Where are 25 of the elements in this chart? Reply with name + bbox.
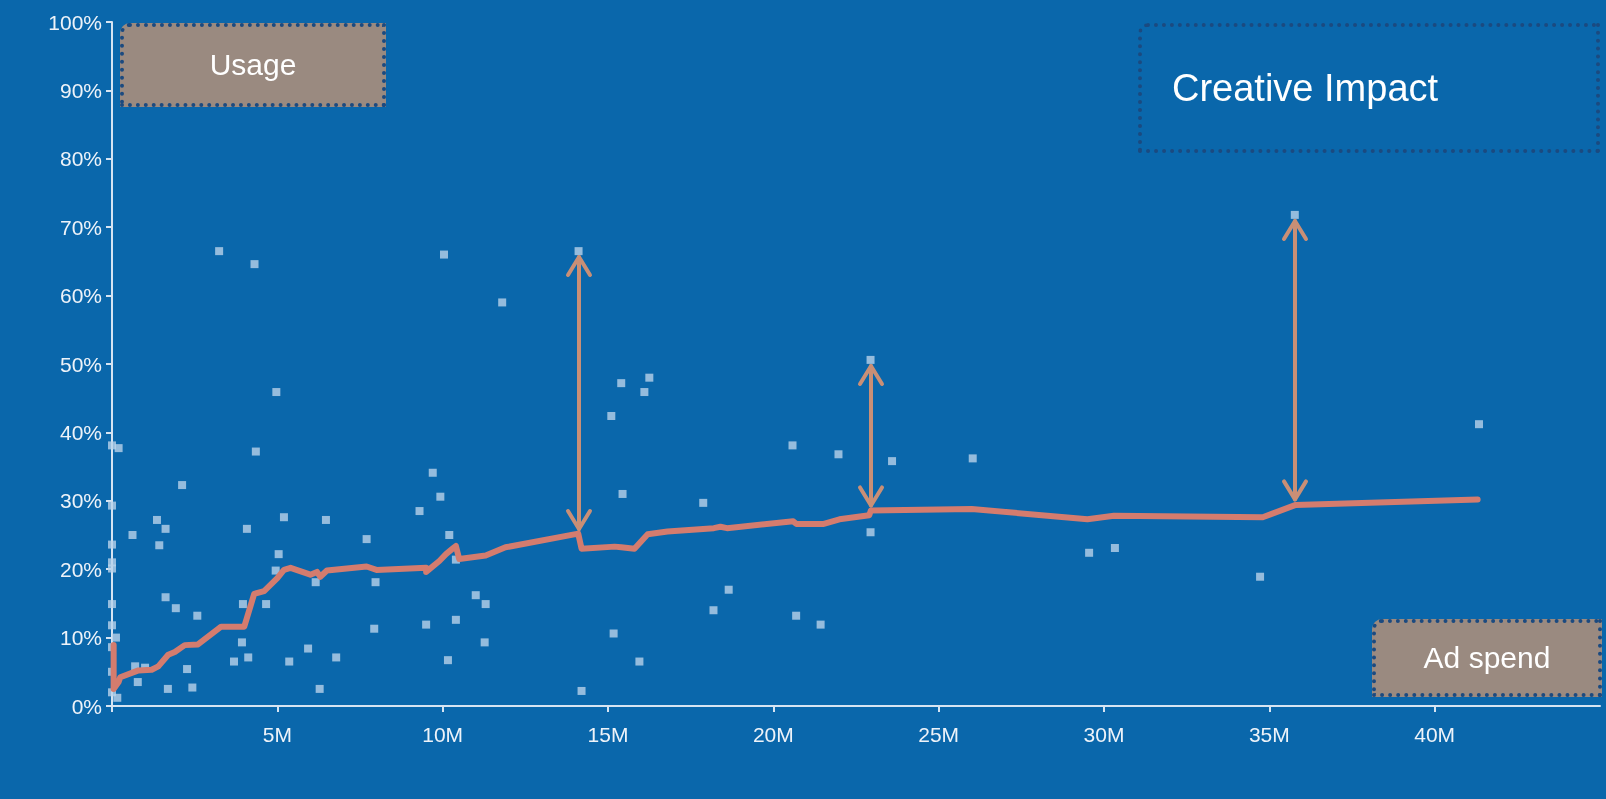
x-tick-label: 25M <box>918 723 960 746</box>
x-axis-title: Ad spend <box>1423 641 1551 675</box>
y-tick-label: 30% <box>59 489 102 513</box>
y-tick-label: 60% <box>59 284 102 308</box>
label-box: Creative Impact <box>1138 23 1600 153</box>
x-tick-label: 10M <box>422 723 464 746</box>
label-box: Ad spend <box>1372 619 1602 697</box>
annotation: Creative Impact <box>1172 66 1439 110</box>
x-tick-label: 15M <box>587 723 629 746</box>
x-tick-label: 30M <box>1083 723 1125 746</box>
x-tick-label: 40M <box>1414 723 1456 746</box>
x-tick-label: 20M <box>752 723 794 746</box>
y-tick-label: 70% <box>59 215 102 239</box>
y-tick-label: 40% <box>59 420 102 444</box>
y-tick-label: 80% <box>59 147 102 171</box>
label-box: Usage <box>120 23 386 107</box>
y-tick-label: 0% <box>71 694 102 718</box>
x-tick-label: 35M <box>1248 723 1290 746</box>
y-axis-title: Usage <box>209 48 297 82</box>
x-tick-label: 5M <box>262 723 292 746</box>
y-tick-label: 50% <box>59 352 102 376</box>
y-tick-label: 20% <box>59 557 102 581</box>
y-tick-label: 10% <box>59 626 102 650</box>
y-tick-label: 100% <box>48 10 102 34</box>
y-tick-label: 90% <box>59 78 102 102</box>
